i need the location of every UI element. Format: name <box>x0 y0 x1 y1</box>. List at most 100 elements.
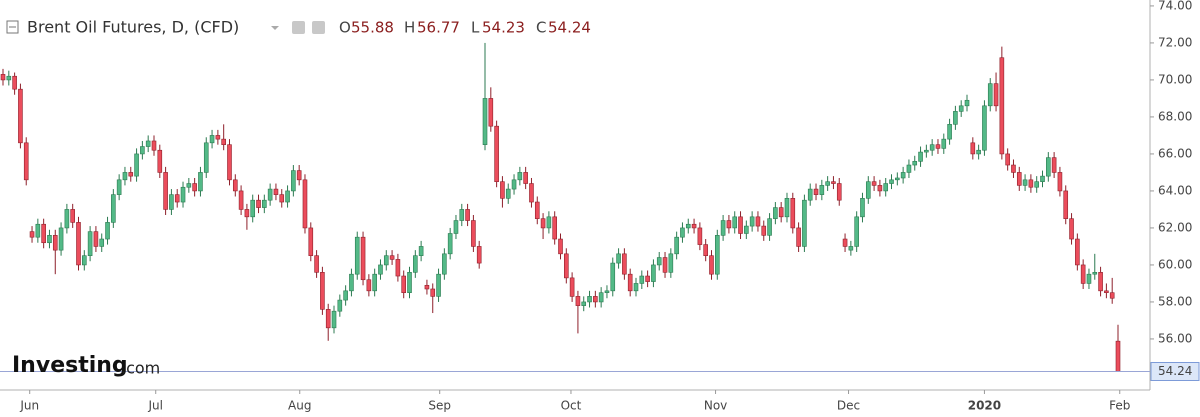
candle-body <box>848 246 854 251</box>
candle-body <box>395 259 401 277</box>
x-tick-label: Jul <box>147 399 162 413</box>
candle-body <box>697 227 703 245</box>
candle-body <box>203 142 209 173</box>
candle-body <box>1080 264 1086 284</box>
candle-body <box>964 99 970 107</box>
candle-body <box>157 149 163 173</box>
candle-body <box>523 172 528 184</box>
candle-body <box>761 225 767 236</box>
candle-body <box>494 125 499 182</box>
candle-body <box>726 220 732 229</box>
candle-body <box>29 231 35 238</box>
candle-body <box>337 299 343 312</box>
candle-body <box>645 275 650 282</box>
candle-body <box>424 284 430 290</box>
candle-body <box>941 138 947 149</box>
candle-body <box>58 227 64 251</box>
candle-body <box>238 190 244 210</box>
candle-body <box>285 190 290 203</box>
candle-body <box>0 74 6 81</box>
y-tick-label: 68.00 <box>1158 109 1192 123</box>
candle-body <box>517 172 523 181</box>
candle-body <box>993 83 999 107</box>
low-label: L <box>471 19 480 37</box>
candle-body <box>767 218 772 236</box>
collapse-icon[interactable] <box>6 20 19 34</box>
candle-body <box>331 310 337 329</box>
candle-body <box>773 207 778 219</box>
open-value: 55.88 <box>351 19 394 37</box>
candle-body <box>279 194 285 203</box>
candle-body <box>947 124 952 140</box>
candle-body <box>558 238 563 255</box>
low-value: 54.23 <box>482 19 525 37</box>
settings-icon[interactable] <box>312 21 325 34</box>
candle-body <box>273 188 279 195</box>
candle-body <box>47 235 52 244</box>
last-price-label: 54.24 <box>1158 364 1192 378</box>
candle-body <box>418 246 424 256</box>
candle-body <box>163 172 168 210</box>
watermark-suffix: .com <box>121 359 160 378</box>
candle-body <box>378 264 383 275</box>
candle-body <box>877 185 883 192</box>
candle-body <box>343 290 348 301</box>
y-tick-label: 60.00 <box>1158 257 1192 271</box>
candle-body <box>958 105 964 112</box>
y-tick-label: 72.00 <box>1158 35 1192 49</box>
candle-body <box>604 290 610 293</box>
candle-body <box>122 172 128 181</box>
candle-body <box>389 255 395 260</box>
candle-body <box>662 257 668 273</box>
candle-body <box>564 253 569 279</box>
candle-body <box>232 179 238 192</box>
x-tick-label: Feb <box>1109 399 1130 413</box>
y-tick-label: 74.00 <box>1158 0 1192 12</box>
candle-body <box>413 255 418 273</box>
candle-body <box>511 179 517 190</box>
open-label: O <box>339 19 351 37</box>
candle-body <box>906 164 912 173</box>
candle-body <box>291 170 296 192</box>
candle-body <box>500 181 505 199</box>
candle-body <box>169 194 174 210</box>
candle-body <box>18 88 23 144</box>
y-tick-label: 66.00 <box>1158 146 1192 160</box>
eye-icon[interactable] <box>292 21 305 34</box>
high-value: 56.77 <box>417 19 460 37</box>
candle-body <box>145 140 151 147</box>
candle-body <box>488 98 494 127</box>
y-tick-label: 62.00 <box>1158 220 1192 234</box>
candle-body <box>918 151 923 162</box>
candle-body <box>186 183 192 188</box>
candle-body <box>12 75 17 90</box>
candle-body <box>430 288 436 297</box>
candle-body <box>459 209 465 221</box>
candle-body <box>883 183 889 192</box>
candle-body <box>598 292 604 303</box>
candle-body <box>900 172 906 179</box>
candle-body <box>912 161 918 166</box>
candle-body <box>889 179 894 184</box>
candle-body <box>749 216 755 227</box>
candle-body <box>52 235 58 251</box>
candle-body <box>842 238 848 247</box>
x-tick-label: 2020 <box>968 399 1001 413</box>
candle-body <box>140 146 145 155</box>
candle-body <box>970 142 976 155</box>
candle-body <box>819 185 825 195</box>
dropdown-arrow[interactable] <box>271 26 279 30</box>
candle-body <box>738 216 743 234</box>
candle-body <box>296 170 302 181</box>
candle-body <box>116 179 122 195</box>
candle-body <box>639 275 645 284</box>
candle-body <box>349 273 354 292</box>
candle-body <box>465 209 470 221</box>
candle-body <box>267 188 273 201</box>
y-tick-label: 58.00 <box>1158 294 1192 308</box>
candle-body <box>627 273 633 292</box>
candle-body <box>1069 218 1074 240</box>
candle-body <box>656 257 662 266</box>
